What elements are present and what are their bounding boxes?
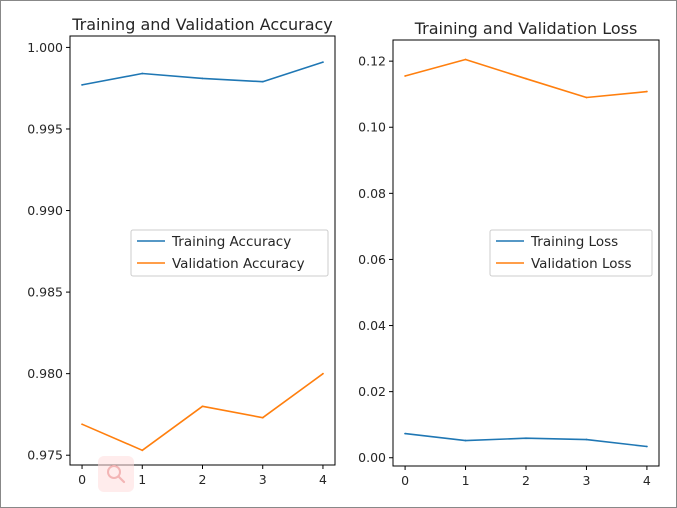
data-point-training-accuracy bbox=[261, 80, 264, 83]
legend-label: Validation Accuracy bbox=[172, 256, 305, 272]
legend-label: Validation Loss bbox=[531, 256, 632, 272]
x-tick-label: 2 bbox=[522, 473, 530, 488]
x-tick-label: 4 bbox=[319, 472, 327, 487]
series-line-training-accuracy bbox=[81, 61, 324, 86]
data-point-training-accuracy bbox=[201, 77, 204, 80]
data-point-training-loss bbox=[464, 439, 467, 442]
chart-title: Training and Validation Accuracy bbox=[71, 15, 333, 34]
y-tick-label: 0.08 bbox=[358, 186, 386, 201]
y-tick-label: 0.04 bbox=[358, 318, 386, 333]
y-tick-label: 1.000 bbox=[27, 40, 63, 55]
magnifier-icon[interactable] bbox=[98, 456, 134, 492]
x-tick-label: 0 bbox=[78, 472, 86, 487]
magnifier-glyph bbox=[107, 465, 126, 484]
x-tick-label: 1 bbox=[462, 473, 470, 488]
data-point-validation-loss bbox=[646, 90, 648, 93]
x-tick-label: 0 bbox=[401, 473, 409, 488]
data-point-validation-loss bbox=[585, 96, 588, 99]
series-line-validation-accuracy bbox=[81, 373, 324, 452]
data-point-training-loss bbox=[585, 438, 588, 441]
legend: Training Accuracy Validation Accuracy bbox=[130, 229, 329, 277]
y-tick-label: 0.985 bbox=[27, 285, 63, 300]
x-tick-label: 3 bbox=[259, 472, 267, 487]
data-point-validation-loss bbox=[525, 77, 527, 80]
data-point-validation-accuracy bbox=[141, 449, 144, 452]
chart-title: Training and Validation Loss bbox=[414, 19, 638, 38]
y-tick-label: 0.12 bbox=[358, 54, 386, 69]
legend-label: Training Accuracy bbox=[171, 234, 291, 250]
legend-box bbox=[130, 229, 329, 277]
data-point-training-loss bbox=[404, 432, 406, 435]
y-tick-label: 0.10 bbox=[358, 120, 386, 135]
y-tick-label: 0.995 bbox=[27, 121, 63, 136]
y-tick-label: 0.02 bbox=[358, 384, 386, 399]
data-point-training-accuracy bbox=[141, 72, 144, 75]
chart-1: Training and Validation Accuracy 0.975 0.9… bbox=[27, 15, 336, 487]
series-line-training-loss bbox=[405, 432, 647, 448]
y-tick-label: 0.990 bbox=[27, 203, 63, 218]
x-tick-label: 1 bbox=[138, 472, 146, 487]
legend-box bbox=[489, 229, 653, 277]
data-point-validation-accuracy bbox=[322, 372, 324, 375]
chart-2: Training and Validation Loss 0.00 0.02 0.04… bbox=[358, 19, 660, 488]
data-point-validation-accuracy bbox=[261, 416, 264, 419]
data-point-training-loss bbox=[646, 445, 648, 448]
y-tick-label: 0.980 bbox=[27, 366, 63, 381]
y-tick-label: 0.06 bbox=[358, 252, 386, 267]
y-tick-label: 0.975 bbox=[27, 448, 63, 463]
data-point-validation-accuracy bbox=[201, 405, 204, 408]
legend-label: Training Loss bbox=[530, 234, 618, 250]
legend: Training Loss Validation Loss bbox=[489, 229, 653, 277]
y-tick-label: 0.00 bbox=[358, 450, 386, 465]
data-point-validation-loss bbox=[464, 58, 467, 61]
x-tick-label: 2 bbox=[199, 472, 207, 487]
data-point-validation-accuracy bbox=[81, 423, 83, 426]
data-point-validation-loss bbox=[404, 75, 406, 77]
data-point-training-accuracy bbox=[322, 61, 324, 63]
data-point-training-loss bbox=[525, 437, 527, 440]
x-tick-label: 4 bbox=[643, 473, 651, 488]
x-tick-label: 3 bbox=[582, 473, 590, 488]
data-point-training-accuracy bbox=[81, 84, 83, 86]
